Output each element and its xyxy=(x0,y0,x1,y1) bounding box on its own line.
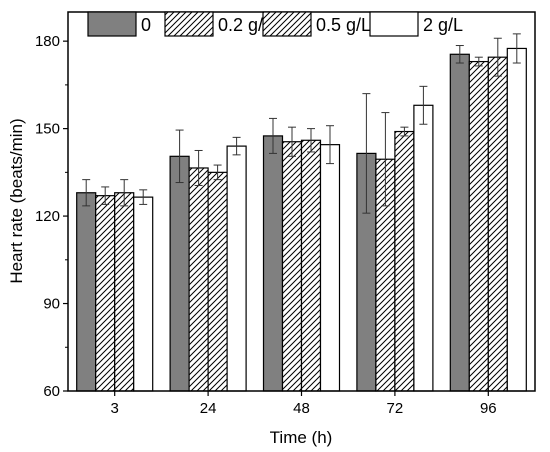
y-tick-label: 90 xyxy=(43,296,60,313)
legend: 0 0.2 g/L 0.5 g/L 2 g/L xyxy=(87,11,463,37)
error-bar xyxy=(269,117,277,154)
error-bars-layer xyxy=(82,33,521,214)
bar-48-2-g-L xyxy=(319,144,341,392)
y-axis: 60 90 120 150 180 xyxy=(35,33,68,400)
bar-48-0.2-g-L xyxy=(281,141,303,392)
legend-swatch xyxy=(369,11,419,37)
bar-24-0.2-g-L xyxy=(188,167,209,392)
bar-96-0.2-g-L xyxy=(468,60,489,392)
error-bar xyxy=(362,93,371,214)
x-tick-label: 24 xyxy=(200,400,217,417)
y-tick-label: 180 xyxy=(35,33,60,50)
legend-label: 2 g/L xyxy=(423,15,463,35)
bar-3-0 xyxy=(76,192,97,392)
error-bar xyxy=(213,164,222,181)
error-bar xyxy=(175,129,184,184)
bar-96-0 xyxy=(449,53,470,392)
bar-3-2-g-L xyxy=(133,196,154,392)
bar-48-0 xyxy=(262,135,284,392)
x-axis-title: Time (h) xyxy=(270,428,333,447)
legend-swatch xyxy=(262,11,312,37)
error-bar xyxy=(381,112,390,207)
bar-96-2-g-L xyxy=(506,47,527,392)
legend-label: 0 xyxy=(141,15,151,35)
bar-48-0.5-g-L xyxy=(300,139,322,392)
y-axis-title: Heart rate (beats/min) xyxy=(7,118,26,283)
error-bar xyxy=(512,33,521,64)
legend-item: 0.2 g/L xyxy=(164,11,273,37)
bars-layer xyxy=(76,47,527,392)
x-tick-label: 3 xyxy=(111,400,119,417)
legend-swatch xyxy=(87,11,137,37)
bar-96-0.5-g-L xyxy=(487,56,508,392)
x-tick-label: 48 xyxy=(293,400,310,417)
bar-72-2-g-L xyxy=(413,104,434,392)
error-bar xyxy=(326,125,334,165)
bar-3-0.2-g-L xyxy=(95,195,116,392)
y-tick-label: 150 xyxy=(35,121,60,138)
bar-24-0 xyxy=(169,155,190,392)
y-tick-label: 120 xyxy=(35,208,60,225)
error-bar xyxy=(307,128,315,153)
x-tick-label: 96 xyxy=(480,400,497,417)
error-bar xyxy=(82,179,91,207)
error-bar xyxy=(474,56,483,67)
error-bar xyxy=(400,126,409,137)
bar-24-0.5-g-L xyxy=(207,171,228,392)
error-bar xyxy=(419,85,428,125)
legend-swatch xyxy=(164,11,214,37)
error-bar xyxy=(194,149,203,186)
y-tick-label: 60 xyxy=(43,383,60,400)
legend-label: 0.5 g/L xyxy=(316,15,371,35)
error-bar xyxy=(232,136,241,156)
bar-72-0.5-g-L xyxy=(394,130,415,392)
legend-item: 2 g/L xyxy=(369,11,463,37)
error-bar xyxy=(288,126,296,157)
x-axis: 3 24 48 72 96 xyxy=(111,391,497,417)
error-bar xyxy=(120,179,129,207)
error-bar xyxy=(139,189,148,205)
legend-label: 0.2 g/L xyxy=(218,15,273,35)
error-bar xyxy=(101,186,110,205)
error-bar xyxy=(493,37,502,77)
x-tick-label: 72 xyxy=(387,400,404,417)
bar-24-2-g-L xyxy=(226,145,247,392)
legend-item: 0.5 g/L xyxy=(262,11,371,37)
error-bar xyxy=(455,45,464,64)
bar-3-0.5-g-L xyxy=(114,192,135,392)
legend-item: 0 xyxy=(87,11,151,37)
